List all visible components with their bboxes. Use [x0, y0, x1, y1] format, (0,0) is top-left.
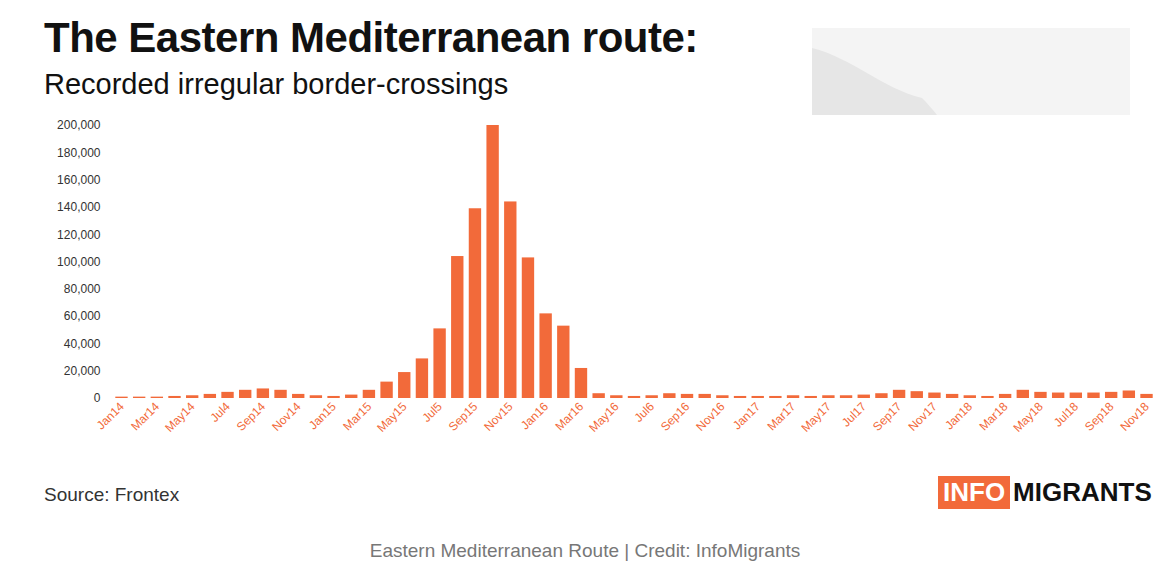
svg-text:Jan18: Jan18 [942, 399, 975, 432]
svg-text:May14: May14 [162, 399, 198, 435]
svg-text:Jan14: Jan14 [93, 399, 127, 433]
svg-text:Jul4: Jul4 [207, 399, 233, 425]
svg-text:Nov18: Nov18 [1117, 399, 1152, 434]
svg-text:80,000: 80,000 [64, 282, 101, 296]
html-text:The Eastern Mediterranean rout: The Eastern Mediterranean route: [44, 14, 698, 61]
svg-text:40,000: 40,000 [64, 337, 101, 351]
svg-text:Mar18: Mar18 [977, 399, 1011, 433]
svg-text:Sep18: Sep18 [1082, 399, 1117, 434]
svg-text:Nov16: Nov16 [693, 399, 728, 434]
svg-text:Jul5: Jul5 [419, 399, 445, 425]
svg-text:100,000: 100,000 [57, 255, 101, 269]
svg-text:160,000: 160,000 [57, 173, 101, 187]
html-text:Eastern Mediterranean Route |: Eastern Mediterranean Route | Credit: In… [369, 540, 801, 561]
svg-text:Jul17: Jul17 [839, 399, 869, 429]
svg-text:Jul18: Jul18 [1051, 399, 1081, 429]
svg-text:120,000: 120,000 [57, 228, 101, 242]
svg-text:Jan15: Jan15 [306, 399, 339, 432]
svg-text:200,000: 200,000 [57, 118, 101, 132]
svg-text:Nov17: Nov17 [905, 399, 940, 434]
svg-text:Jan17: Jan17 [730, 399, 763, 432]
svg-text:Mar14: Mar14 [128, 399, 162, 433]
svg-text:180,000: 180,000 [57, 146, 101, 160]
svg-text:Jul6: Jul6 [632, 399, 658, 425]
svg-text:Sep15: Sep15 [446, 399, 481, 434]
svg-text:Mar15: Mar15 [340, 399, 374, 433]
svg-text:Sep14: Sep14 [234, 399, 269, 434]
svg-text:20,000: 20,000 [64, 364, 101, 378]
svg-text:60,000: 60,000 [64, 309, 101, 323]
svg-text:0: 0 [94, 391, 101, 405]
html-text:Recorded irregular border-cros: Recorded irregular border-crossings [44, 68, 509, 100]
svg-text:140,000: 140,000 [57, 200, 101, 214]
svg-text:Mar17: Mar17 [764, 399, 798, 433]
svg-text:May15: May15 [374, 399, 410, 435]
svg-text:Nov14: Nov14 [269, 399, 304, 434]
svg-text:Mar16: Mar16 [552, 399, 586, 433]
html-text:Source: Frontex: Source: Frontex [44, 484, 180, 505]
svg-text:May17: May17 [798, 399, 834, 435]
svg-text:Sep16: Sep16 [658, 399, 693, 434]
svg-text:Sep17: Sep17 [870, 399, 905, 434]
svg-text:Nov15: Nov15 [481, 399, 516, 434]
svg-text:Jan16: Jan16 [518, 399, 551, 432]
svg-text:May18: May18 [1010, 399, 1046, 435]
html-text:INFO MIGRANTS: INFO MIGRANTS [943, 477, 1152, 507]
svg-text:May16: May16 [586, 399, 622, 435]
